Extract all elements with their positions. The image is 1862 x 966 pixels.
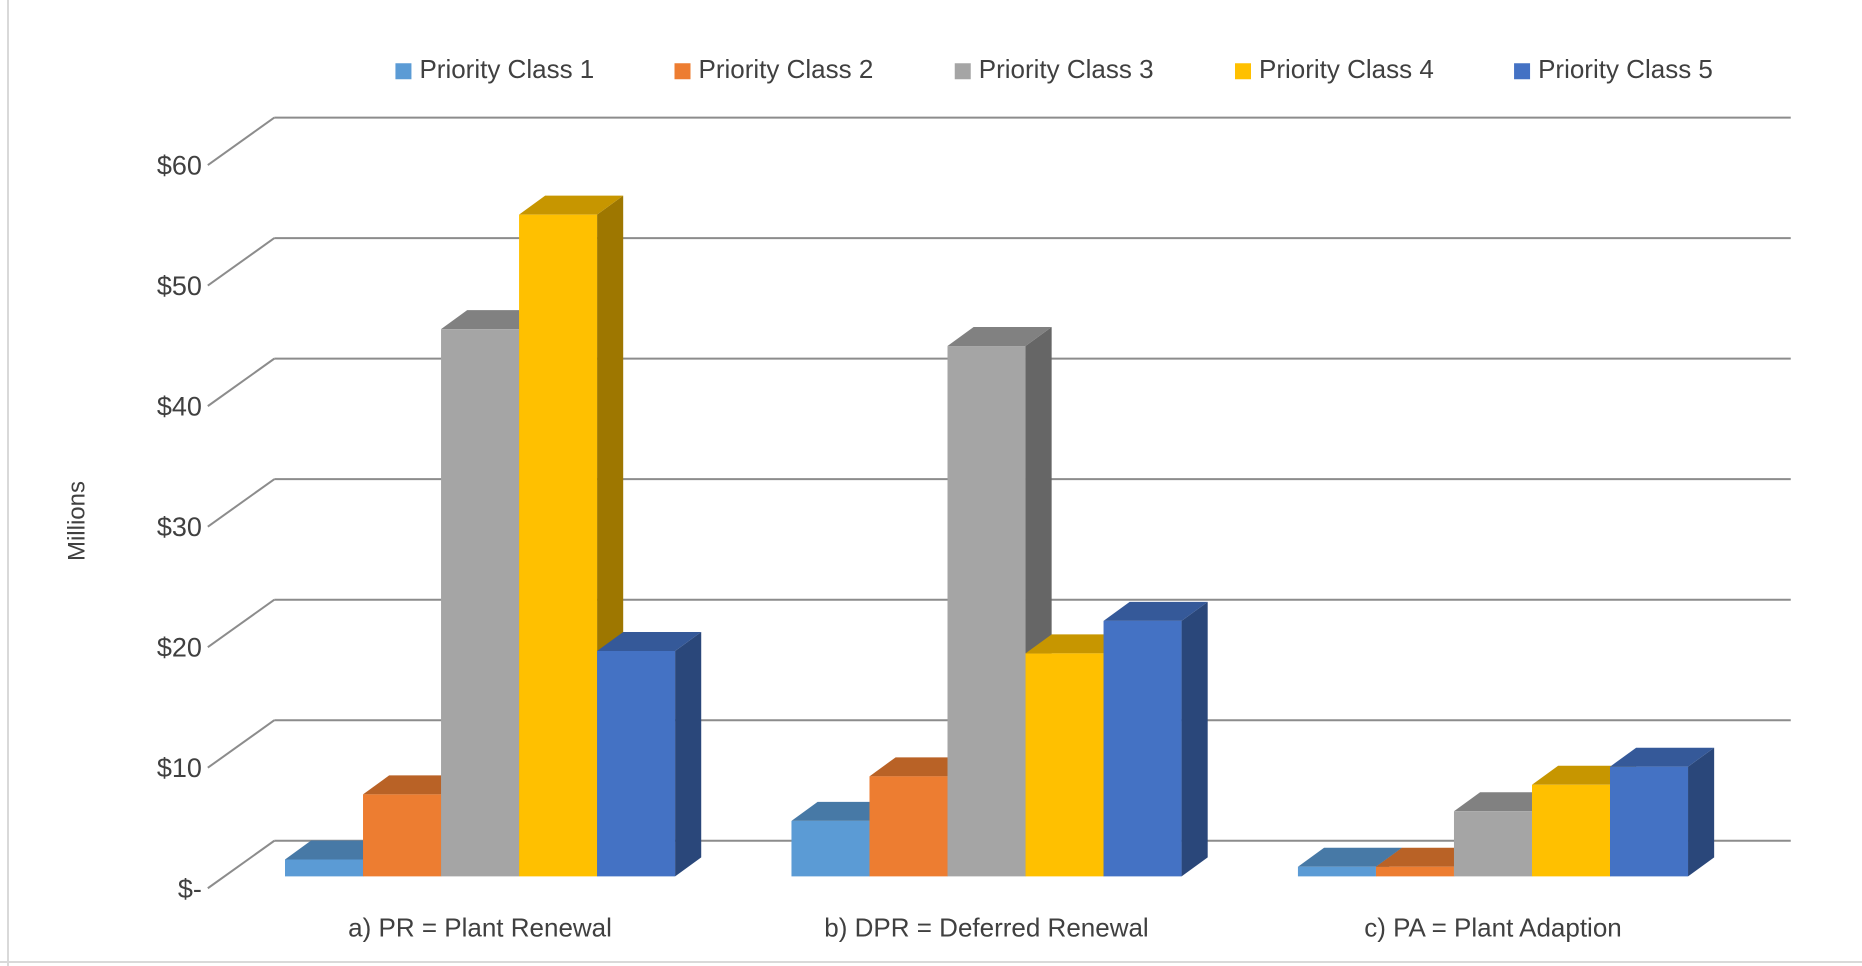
legend-label: Priority Class 2 bbox=[699, 54, 874, 84]
legend-label: Priority Class 5 bbox=[1538, 54, 1713, 84]
legend-swatch bbox=[1514, 63, 1531, 80]
y-tick-label: $- bbox=[178, 874, 202, 904]
legend-label: Priority Class 1 bbox=[419, 54, 594, 84]
bar-front bbox=[363, 794, 442, 877]
bar-front bbox=[791, 820, 870, 877]
legend-swatch bbox=[954, 63, 971, 80]
grid-diagonal bbox=[207, 116, 275, 166]
x-tick-label: c) PA = Plant Adaption bbox=[1364, 913, 1622, 943]
x-tick-label: b) DPR = Deferred Renewal bbox=[824, 913, 1148, 943]
grid-diagonal bbox=[207, 478, 275, 528]
bar-top bbox=[1103, 601, 1208, 621]
y-tick-label: $20 bbox=[157, 633, 202, 663]
legend-label: Priority Class 3 bbox=[979, 54, 1154, 84]
bar bbox=[519, 195, 624, 877]
bar-front bbox=[285, 859, 364, 877]
x-tick-label: a) PR = Plant Renewal bbox=[348, 913, 612, 943]
bar-front bbox=[1375, 866, 1454, 877]
legend-swatch bbox=[395, 63, 412, 80]
bar-front bbox=[1103, 620, 1182, 877]
legend-label: Priority Class 4 bbox=[1259, 54, 1434, 84]
bar-side bbox=[1688, 747, 1715, 877]
bar bbox=[1610, 747, 1715, 877]
bar-top bbox=[1297, 847, 1403, 867]
bar-front bbox=[1453, 811, 1532, 877]
bar-front bbox=[1025, 653, 1104, 877]
bar-top bbox=[519, 195, 624, 215]
bar bbox=[1103, 601, 1208, 877]
y-tick-label: $10 bbox=[157, 753, 202, 783]
legend-swatch bbox=[1235, 63, 1251, 80]
bar-front bbox=[597, 650, 676, 877]
bar-top bbox=[947, 327, 1052, 347]
bar bbox=[597, 631, 702, 877]
bar-side bbox=[1181, 601, 1208, 877]
y-axis-label: Millions bbox=[63, 481, 90, 561]
bar-top bbox=[597, 631, 702, 651]
bar-front bbox=[441, 329, 520, 877]
grid-diagonal bbox=[207, 237, 275, 287]
grid-diagonal bbox=[207, 357, 275, 407]
bar-front bbox=[519, 214, 598, 877]
bar-side bbox=[675, 631, 702, 877]
y-tick-label: $50 bbox=[157, 271, 202, 301]
y-tick-label: $60 bbox=[157, 151, 202, 181]
bar-front bbox=[869, 776, 948, 877]
y-tick-label: $40 bbox=[157, 392, 202, 422]
y-tick-label: $30 bbox=[157, 512, 202, 542]
grid-diagonal bbox=[207, 839, 275, 890]
bar-front bbox=[1297, 866, 1376, 877]
grid-diagonal bbox=[207, 719, 275, 769]
grid-diagonal bbox=[207, 598, 275, 649]
bar-front bbox=[1531, 784, 1611, 877]
legend-swatch bbox=[674, 63, 691, 80]
bar-top bbox=[1610, 747, 1715, 767]
bar-front bbox=[947, 346, 1026, 877]
bar-front bbox=[1610, 766, 1689, 877]
